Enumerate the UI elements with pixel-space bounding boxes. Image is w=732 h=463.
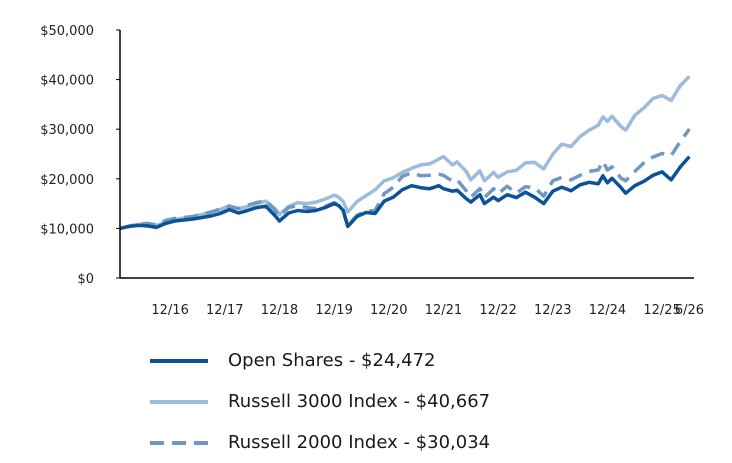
x-tick-label: 12/24 xyxy=(589,303,626,318)
x-tick-label: 12/20 xyxy=(370,303,407,318)
x-tick-label: 12/22 xyxy=(479,303,516,318)
legend-item-russell-3000: Russell 3000 Index - $40,667 xyxy=(150,381,490,422)
x-tick-label: 6/26 xyxy=(675,303,704,318)
x-tick-label: 12/18 xyxy=(261,303,298,318)
y-tick-label: $50,000 xyxy=(40,24,94,39)
legend-swatch-russell-2000 xyxy=(150,440,208,445)
x-tick-label: 12/17 xyxy=(206,303,243,318)
x-axis-ticks: 12/16 12/17 12/18 12/19 12/20 12/21 12/22 12/23… xyxy=(151,303,704,318)
y-tick-label: $10,000 xyxy=(40,222,94,237)
y-axis-ticks: $0 $10,000 $20,000 $30,000 $40,000 $50,000 xyxy=(40,24,120,287)
x-tick-label: 12/23 xyxy=(534,303,571,318)
x-tick-label: 12/16 xyxy=(151,303,188,318)
legend-label-open-shares: Open Shares - $24,472 xyxy=(228,350,436,371)
x-tick-label: 12/21 xyxy=(425,303,462,318)
y-tick-label: $40,000 xyxy=(40,74,94,89)
series-line-russell-3000 xyxy=(119,75,691,231)
legend-label-russell-2000: Russell 2000 Index - $30,034 xyxy=(228,432,491,453)
series-line-russell-2000 xyxy=(119,127,691,231)
legend: Open Shares - $24,472 Russell 3000 Index… xyxy=(150,340,490,463)
y-tick-label: $20,000 xyxy=(40,173,94,188)
y-tick-label: $30,000 xyxy=(40,123,94,138)
x-tick-label: 12/19 xyxy=(315,303,352,318)
series-line-open-shares xyxy=(119,155,691,231)
legend-item-open-shares: Open Shares - $24,472 xyxy=(150,340,490,381)
legend-swatch-russell-3000 xyxy=(150,399,208,404)
legend-label-russell-3000: Russell 3000 Index - $40,667 xyxy=(228,391,491,412)
y-tick-label: $0 xyxy=(77,272,94,287)
legend-item-russell-2000: Russell 2000 Index - $30,034 xyxy=(150,422,490,463)
legend-swatch-open-shares xyxy=(150,358,208,363)
series-layer xyxy=(119,75,691,231)
x-tick-label: 12/25 xyxy=(643,303,680,318)
